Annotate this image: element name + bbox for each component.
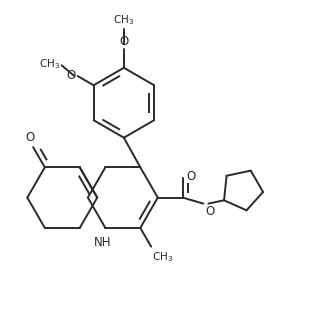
Text: O: O — [205, 205, 214, 217]
Text: O: O — [186, 170, 195, 183]
Text: CH$_3$: CH$_3$ — [113, 13, 134, 27]
Text: CH$_3$: CH$_3$ — [152, 250, 174, 264]
Text: O: O — [119, 35, 128, 48]
Text: NH: NH — [94, 236, 111, 249]
Text: CH$_3$: CH$_3$ — [39, 57, 61, 71]
Text: O: O — [26, 131, 35, 144]
Text: O: O — [67, 69, 76, 82]
